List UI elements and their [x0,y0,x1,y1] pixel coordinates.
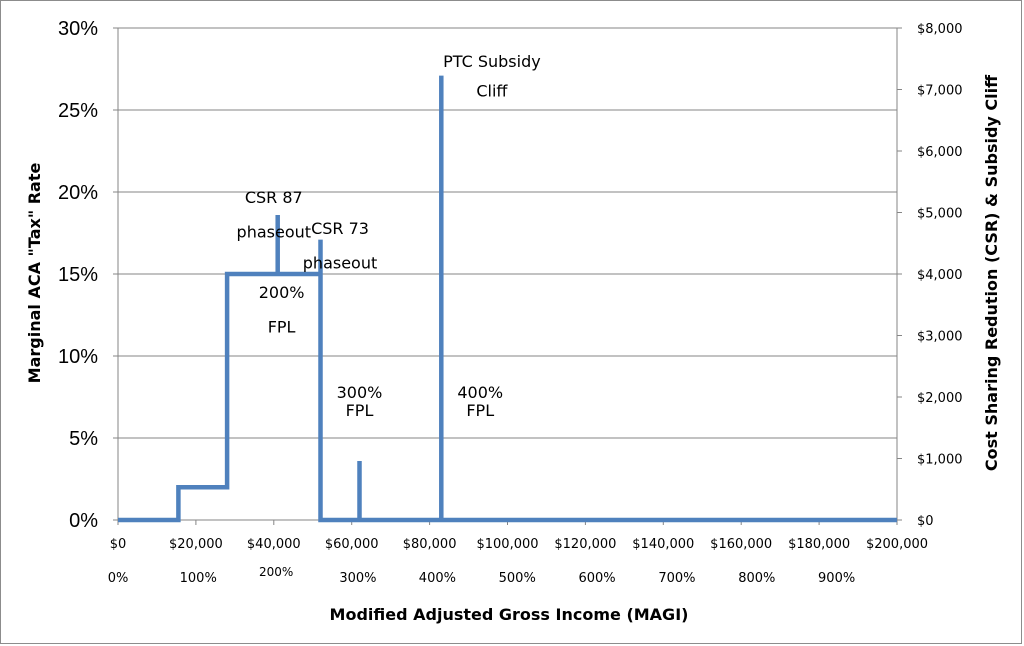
y-left-tick-label: 15% [58,264,98,286]
x-fpl-tick-label: 900% [818,571,855,586]
series-line [118,75,897,523]
gridlines [118,27,897,439]
x-fpl-tick-label: 500% [499,571,536,586]
annotation-label: 300% [337,383,383,402]
x-axis-title: Modified Adjusted Gross Income (MAGI) [330,605,689,624]
annotation-label: Cliff [476,81,508,100]
y-right-tick-label: $2,000 [917,391,963,406]
x-dollar-tick-label: $20,000 [169,537,223,552]
y-right-tick-label: $6,000 [917,145,963,160]
y-right-tick-label: $0 [917,514,934,529]
series-layer [118,75,897,523]
x-dollar-tick-label: $40,000 [247,537,301,552]
x-fpl-tick-label: 600% [578,571,615,586]
y-right-tick-label: $8,000 [917,22,963,37]
x-fpl-tick-label: 300% [339,571,376,586]
x-fpl-tick-label: 0% [108,571,129,586]
y-axis-left-title: Marginal ACA "Tax" Rate [25,163,44,384]
annotation-label: 400% [457,383,503,402]
annotation-label: PTC Subsidy [443,52,541,71]
x-dollar-tick-label: $180,000 [788,537,850,552]
y-right-tick-label: $1,000 [917,453,963,468]
annotation-label: FPL [268,317,296,336]
x-dollar-tick-label: $0 [110,537,127,552]
annotation-label: CSR 87 [245,188,303,207]
x-dollar-tick-label: $60,000 [325,537,379,552]
tick-labels: 0% 5% 10% 15% 20% 25% 30% $0 $1,000 $2,000 $3,000 $… [58,18,963,586]
annotation-label: phaseout [237,222,311,241]
y-left-tick-label: 10% [58,346,98,368]
y-axis-right-title: Cost Sharing Redution (CSR) & Subsidy Cl… [982,74,1001,471]
y-right-tick-label: $3,000 [917,330,963,345]
y-left-tick-label: 0% [69,510,98,532]
x-dollar-tick-label: $140,000 [632,537,694,552]
annotation-label: 200% [259,283,305,302]
x-dollar-tick-label: $160,000 [710,537,772,552]
x-dollar-tick-label: $100,000 [476,537,538,552]
y-right-tick-label: $5,000 [917,207,963,222]
x-dollar-tick-label: $200,000 [866,537,928,552]
x-fpl-tick-label: 100% [180,571,217,586]
x-fpl-tick-label: 800% [738,571,775,586]
axes [113,27,902,525]
y-right-tick-label: $4,000 [917,268,963,283]
x-fpl-tick-label: 700% [658,571,695,586]
annotation-label: FPL [466,401,494,420]
y-left-tick-label: 25% [58,100,98,122]
x-fpl-tick-label: 400% [419,571,456,586]
annotation-label: FPL [346,401,374,420]
x-dollar-tick-label: $120,000 [554,537,616,552]
x-fpl-tick-label: 200% [259,565,293,579]
y-left-tick-label: 20% [58,182,98,204]
y-right-tick-label: $7,000 [917,84,963,99]
x-dollar-tick-label: $80,000 [403,537,457,552]
y-left-tick-label: 30% [58,18,98,40]
annotation-label: CSR 73 [311,219,369,238]
annotation-label: phaseout [303,254,377,273]
y-left-tick-label: 5% [69,428,98,450]
